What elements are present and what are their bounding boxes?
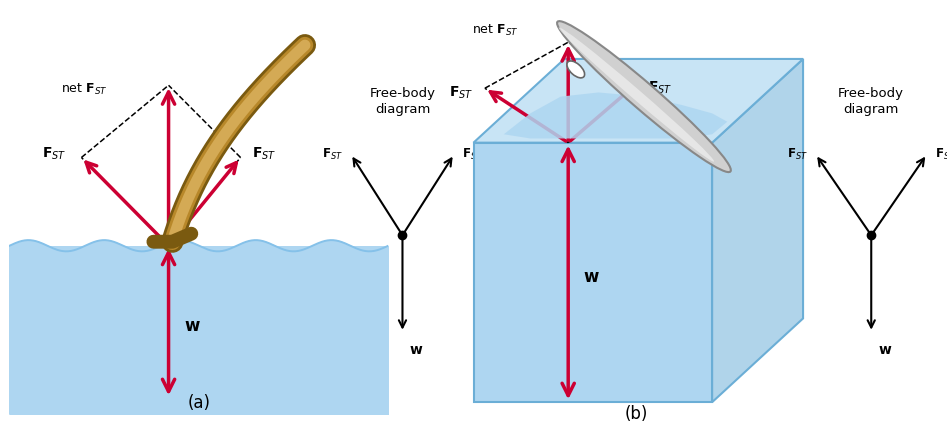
Text: $\mathbf{w}$: $\mathbf{w}$ [878, 344, 892, 358]
Text: $\mathbf{F}_{ST}$: $\mathbf{F}_{ST}$ [252, 145, 277, 162]
Text: (a): (a) [188, 394, 210, 412]
Text: Free-body
diagram: Free-body diagram [369, 87, 436, 116]
Text: $\mathbf{F}_{ST}$: $\mathbf{F}_{ST}$ [935, 146, 947, 162]
Text: net $\mathbf{F}_{ST}$: net $\mathbf{F}_{ST}$ [473, 23, 519, 38]
Bar [9, 246, 388, 414]
Ellipse shape [557, 21, 731, 172]
Text: $\mathbf{F}_{ST}$: $\mathbf{F}_{ST}$ [648, 80, 672, 96]
Text: $\mathbf{F}_{ST}$: $\mathbf{F}_{ST}$ [461, 146, 483, 162]
Text: $\mathbf{w}$: $\mathbf{w}$ [583, 268, 600, 286]
Ellipse shape [567, 61, 584, 78]
Text: $\mathbf{w}$: $\mathbf{w}$ [409, 344, 423, 358]
Text: Free-body
diagram: Free-body diagram [838, 87, 904, 116]
Text: $\mathbf{F}_{ST}$: $\mathbf{F}_{ST}$ [787, 146, 808, 162]
Polygon shape [474, 59, 803, 143]
Polygon shape [712, 59, 803, 402]
Text: $\mathbf{w}$: $\mathbf{w}$ [184, 317, 201, 335]
Text: $\mathbf{F}_{ST}$: $\mathbf{F}_{ST}$ [42, 145, 66, 162]
Ellipse shape [559, 27, 714, 162]
Text: net $\mathbf{F}_{ST}$: net $\mathbf{F}_{ST}$ [62, 82, 108, 97]
Text: $\mathbf{F}_{ST}$: $\mathbf{F}_{ST}$ [322, 146, 344, 162]
Text: $\mathbf{F}_{ST}$: $\mathbf{F}_{ST}$ [449, 84, 474, 101]
Bar [9, 13, 388, 246]
Polygon shape [474, 143, 712, 402]
Polygon shape [504, 92, 727, 139]
Text: (b): (b) [625, 405, 648, 423]
